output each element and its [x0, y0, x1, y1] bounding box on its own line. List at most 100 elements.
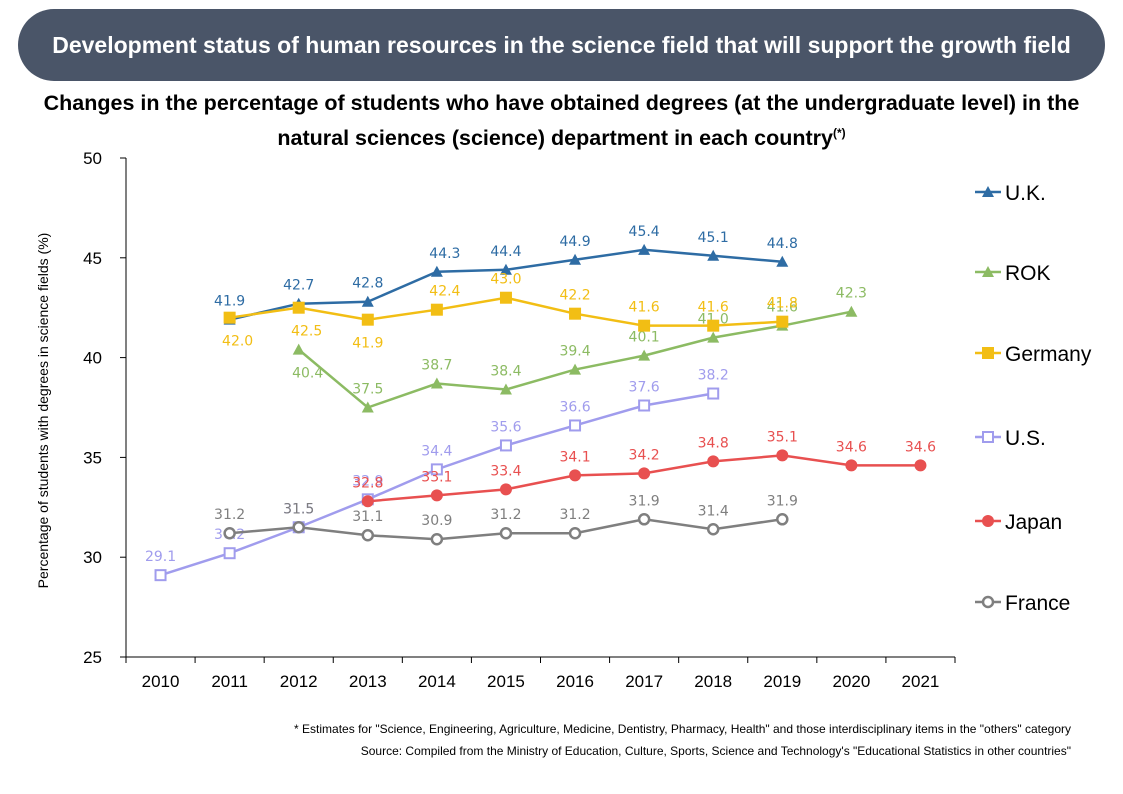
data-point: [223, 526, 236, 540]
data-label: 33.4: [490, 463, 521, 479]
data-point: [569, 469, 582, 482]
y-tick-label: 35: [83, 448, 102, 467]
data-label: 41.9: [214, 294, 245, 310]
data-point: [707, 455, 720, 468]
data-point: [292, 343, 305, 355]
data-point: [430, 463, 443, 476]
data-point: [430, 265, 443, 277]
series-germany: 42.042.541.942.443.042.241.6 41.6 41.8: [222, 272, 798, 352]
x-tick-label: 2013: [349, 672, 387, 691]
data-label: 34.6: [905, 439, 936, 455]
chart-title-text: Changes in the percentage of students wh…: [43, 91, 1080, 151]
data-point: [154, 569, 167, 582]
legend-item: ROK: [975, 262, 1051, 285]
x-tick-label: 2016: [556, 672, 594, 691]
data-label: 34.6: [836, 439, 867, 455]
x-tick-label: 2012: [280, 672, 318, 691]
x-tick-label: 2015: [487, 672, 525, 691]
legend-marker: [981, 595, 995, 609]
x-tick-label: 2020: [832, 672, 870, 691]
x-tick-label: 2010: [142, 672, 180, 691]
data-point: [499, 383, 512, 395]
data-point: [707, 387, 720, 400]
legend-item: Germany: [975, 343, 1092, 366]
legend-marker: [982, 515, 994, 527]
data-point: [638, 399, 651, 412]
data-label: 43.0: [490, 272, 521, 288]
data-point: [499, 291, 512, 304]
y-tick-label: 50: [83, 149, 102, 168]
data-point: [638, 243, 651, 255]
data-label: 37.6: [629, 380, 660, 396]
legend-marker: [982, 186, 994, 197]
data-point: [430, 303, 443, 316]
data-label: 41.6: [698, 300, 729, 316]
data-label: 32.9: [352, 473, 383, 489]
data-point: [568, 526, 582, 540]
data-point: [637, 513, 651, 526]
x-tick-label: 2014: [418, 672, 456, 691]
data-point: [499, 483, 512, 496]
data-label: 37.5: [352, 382, 383, 398]
series-france: 31.2 31.5 31.1 30.9 31.2 31.2 31.9 31.4 31.9: [214, 493, 798, 546]
data-label: 35.1: [767, 429, 798, 445]
data-label: 36.6: [559, 399, 590, 415]
data-point: [845, 305, 858, 317]
legend-label: Japan: [1005, 511, 1062, 534]
x-tick-label: 2011: [211, 672, 248, 691]
data-point: [430, 532, 444, 546]
data-point: [499, 526, 513, 540]
data-label: 31.2: [214, 507, 245, 523]
data-label: 42.7: [283, 278, 314, 294]
data-point: [499, 439, 512, 452]
banner-title: Development status of human resources in…: [52, 32, 1071, 58]
data-point: [569, 253, 582, 265]
data-label: 31.2: [490, 507, 521, 523]
data-label: 40.1: [629, 330, 660, 346]
data-point: [361, 313, 374, 326]
data-point: [706, 523, 720, 536]
data-label: 39.4: [559, 344, 590, 360]
data-label: 42.8: [352, 276, 383, 292]
series-uk: 41.9 42.7 42.8 44.3 44.4 44.9 45.4 45.1 44.8: [214, 224, 798, 325]
x-tick-label: 2018: [694, 672, 732, 691]
y-tick-label: 40: [83, 349, 102, 368]
data-label: 38.2: [698, 368, 729, 384]
data-label: 45.4: [629, 224, 660, 240]
data-point: [361, 495, 374, 508]
data-label: 31.9: [629, 493, 660, 509]
data-point: [499, 263, 512, 275]
data-label: 41.6: [629, 300, 660, 316]
data-label: 38.4: [490, 364, 521, 380]
legend-label: ROK: [1005, 262, 1051, 285]
data-label: 42.4: [429, 284, 460, 300]
data-label: 42.2: [559, 288, 590, 304]
data-label: 38.7: [421, 358, 452, 374]
data-point: [292, 521, 305, 534]
data-label: 34.8: [698, 435, 729, 451]
data-point: [292, 301, 305, 314]
legend-item: Japan: [975, 511, 1062, 534]
data-label: 44.4: [490, 244, 521, 260]
data-point: [776, 513, 789, 526]
legend-marker: [982, 347, 994, 359]
data-point: [223, 547, 236, 560]
data-point: [361, 528, 375, 542]
data-label: 29.1: [145, 549, 176, 565]
data-label: 34.2: [629, 447, 660, 463]
data-label: 44.9: [559, 234, 590, 250]
data-label: 35.6: [490, 419, 521, 435]
data-label: 32.8: [352, 475, 383, 491]
y-axis-title: Percentage of students with degrees in s…: [35, 233, 51, 589]
legend-marker: [982, 266, 994, 277]
data-label: 34.4: [421, 443, 452, 459]
footnote: * Estimates for "Science, Engineering, A…: [294, 722, 1071, 736]
legend-item: U.S.: [975, 427, 1046, 450]
data-label: 45.1: [698, 230, 729, 246]
data-label: 44.8: [767, 236, 798, 252]
y-tick-label: 25: [83, 648, 102, 667]
legend-item: U.K.: [975, 182, 1046, 205]
data-point: [638, 349, 651, 361]
data-label: 31.5: [283, 501, 314, 517]
